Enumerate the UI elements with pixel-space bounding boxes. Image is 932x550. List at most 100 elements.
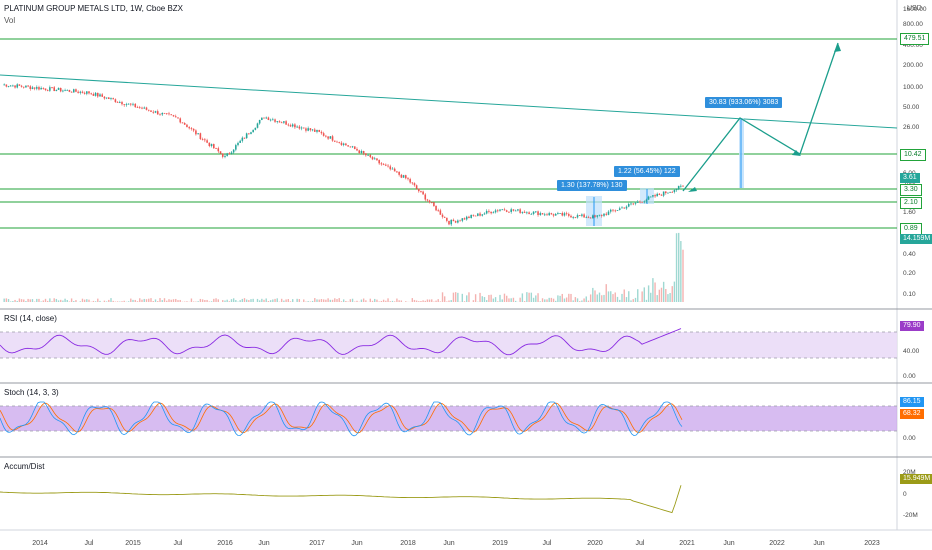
- candle-body: [389, 166, 392, 170]
- currency-label: USD: [907, 5, 922, 12]
- stoch-indicator: [0, 401, 683, 437]
- candle-body: [210, 144, 213, 147]
- candle-body: [592, 215, 594, 219]
- candle-body: [675, 189, 678, 191]
- volume-bar: [150, 298, 152, 302]
- candle-body: [559, 213, 561, 214]
- projection-path[interactable]: [682, 42, 839, 192]
- volume-bar: [49, 298, 51, 302]
- volume-bar: [572, 300, 574, 302]
- candle-body: [206, 140, 208, 143]
- volume-bar: [75, 300, 77, 302]
- volume-bar: [544, 299, 546, 302]
- stoch-title[interactable]: Stoch (14, 3, 3): [4, 388, 59, 397]
- volume-bar: [148, 298, 150, 302]
- candle-body: [329, 136, 332, 139]
- candle-body: [57, 87, 60, 90]
- candle-body: [274, 119, 276, 122]
- candle-body: [221, 153, 224, 157]
- time-tick-label: Jul: [543, 540, 552, 547]
- volume-bar: [210, 301, 213, 302]
- candle-body: [333, 140, 336, 142]
- candle-body: [526, 212, 528, 214]
- rsi-indicator: [0, 328, 682, 356]
- volume-bar: [186, 301, 188, 302]
- volume-bar: [60, 299, 62, 302]
- candle-body: [38, 87, 40, 90]
- candle-body: [287, 124, 290, 126]
- candle-body: [393, 168, 396, 172]
- candle-body: [607, 211, 610, 215]
- time-tick-label: Jul: [174, 540, 183, 547]
- time-tick-label: 2022: [769, 540, 785, 547]
- accum-title[interactable]: Accum/Dist: [4, 462, 45, 471]
- candle-body: [138, 107, 141, 109]
- measure-callout-2[interactable]: 1.22 (56.45%) 122: [614, 166, 680, 177]
- candle-body: [237, 142, 239, 146]
- time-axis[interactable]: 2014 Jul 2015 Jul 2016 Jun 2017 Jun 2018 Jun 2019 J…: [32, 540, 880, 547]
- candle-body: [382, 164, 385, 166]
- volume-bar: [420, 301, 422, 302]
- candle-body: [51, 87, 53, 89]
- candle-body: [121, 102, 123, 105]
- candle-body: [621, 207, 623, 209]
- candle-body: [634, 202, 637, 204]
- candle-body: [241, 137, 244, 141]
- candle-body: [603, 213, 605, 216]
- volume-bar: [250, 299, 252, 302]
- candle-body: [105, 97, 108, 99]
- rsi-title[interactable]: RSI (14, close): [4, 314, 57, 323]
- time-tick-label: Jun: [813, 540, 824, 547]
- candle-body: [132, 103, 134, 105]
- volume-bar: [678, 232, 680, 302]
- volume-bar: [79, 301, 81, 302]
- volume-bar: [514, 300, 517, 302]
- candle-body: [226, 153, 228, 156]
- volume-bar: [258, 300, 261, 302]
- candle-body: [380, 163, 383, 165]
- candle-body: [99, 94, 101, 97]
- volume-bar: [652, 278, 654, 302]
- volume-bar: [628, 291, 630, 302]
- candle-body: [219, 151, 222, 154]
- volume-bar: [170, 299, 172, 302]
- candle-body: [248, 133, 250, 135]
- candle-body: [27, 85, 29, 87]
- volume-bar: [512, 297, 515, 302]
- volume-bar: [329, 299, 332, 302]
- volume-bar: [159, 298, 161, 302]
- candle-body: [239, 140, 241, 143]
- candle-body: [5, 84, 8, 87]
- trend-line[interactable]: [0, 74, 898, 129]
- volume-bar: [245, 299, 248, 302]
- candle-body: [336, 141, 338, 143]
- volume-bar: [303, 299, 305, 302]
- volume-bar: [603, 294, 605, 302]
- volume-bar: [559, 295, 561, 302]
- measure-callout-1[interactable]: 1.30 (137.78%) 130: [557, 180, 627, 191]
- volume-bar: [612, 294, 614, 302]
- candle-body: [254, 127, 257, 130]
- price-tick-label: 800.00: [903, 21, 923, 28]
- candle-body: [327, 136, 329, 139]
- candle-body: [373, 158, 376, 160]
- candle-body: [459, 220, 461, 222]
- volume-bar: [136, 301, 139, 302]
- measure-callout-3[interactable]: 30.83 (933.06%) 3083: [705, 97, 783, 108]
- volume-bar: [362, 298, 365, 302]
- candle-body: [362, 151, 365, 154]
- volume-bar: [116, 301, 119, 302]
- volume-bar: [261, 298, 263, 302]
- candle-body: [565, 213, 568, 215]
- candle-body: [309, 128, 312, 131]
- candle-body: [546, 214, 548, 216]
- volume-bar: [44, 298, 47, 302]
- volume-bar: [208, 301, 211, 302]
- candle-body: [632, 203, 635, 205]
- candle-body: [358, 150, 361, 153]
- volume-bar: [614, 292, 616, 302]
- volume-bar: [521, 293, 524, 302]
- accum-value-tag: 15.949M: [900, 474, 932, 484]
- indicator-axes: 0.40 0.20 0.10 40.00 0.00 0.00 20M 0 -20M: [903, 251, 920, 519]
